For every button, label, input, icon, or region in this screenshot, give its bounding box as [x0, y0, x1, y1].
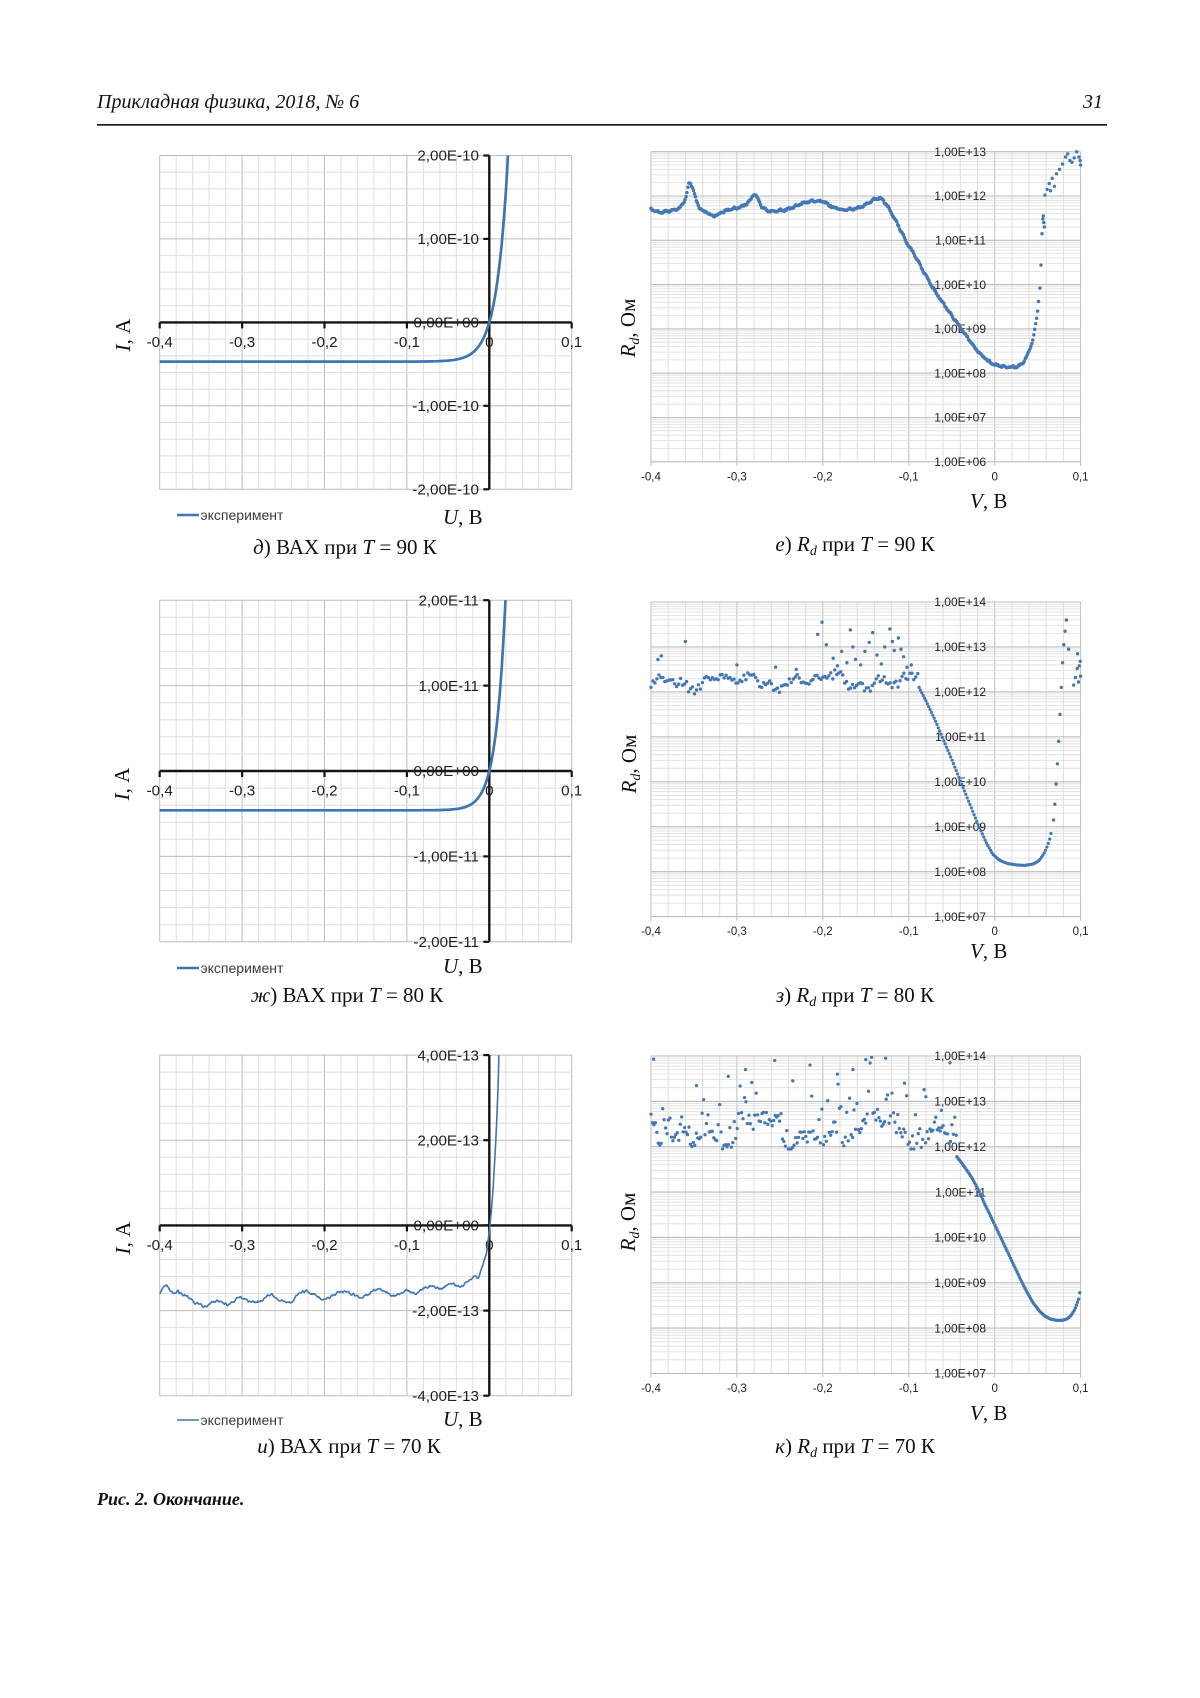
svg-text:U, В: U, В [443, 1407, 483, 1431]
svg-text:-0,3: -0,3 [229, 783, 255, 800]
svg-text:и) ВАХ при Т = 70 К: и) ВАХ при Т = 70 К [257, 1434, 442, 1458]
svg-text:-0,3: -0,3 [229, 334, 255, 351]
svg-text:1,00E+13: 1,00E+13 [934, 640, 986, 654]
svg-text:0: 0 [991, 1383, 997, 1395]
svg-text:0: 0 [991, 471, 997, 483]
svg-text:I, А: I, А [111, 318, 135, 353]
svg-text:-0,1: -0,1 [899, 1383, 919, 1395]
svg-text:1,00E+07: 1,00E+07 [934, 411, 986, 425]
svg-text:-4,00E-13: -4,00E-13 [412, 1388, 479, 1405]
svg-text:1,00E+06: 1,00E+06 [934, 455, 986, 469]
svg-text:-2,00E-11: -2,00E-11 [413, 934, 479, 951]
svg-text:2,00E-11: 2,00E-11 [418, 592, 479, 609]
svg-text:1,00E-10: 1,00E-10 [417, 231, 479, 248]
svg-text:1,00E+09: 1,00E+09 [934, 820, 986, 834]
svg-text:4,00E-13: 4,00E-13 [417, 1047, 479, 1064]
svg-text:1,00E+11: 1,00E+11 [935, 234, 986, 248]
svg-text:1,00E+07: 1,00E+07 [934, 1367, 986, 1381]
svg-text:1,00E+13: 1,00E+13 [934, 145, 986, 159]
svg-text:-0,3: -0,3 [229, 1237, 255, 1254]
svg-text:Рис. 2. Окончание.: Рис. 2. Окончание. [96, 1489, 244, 1509]
svg-text:1,00E-11: 1,00E-11 [418, 678, 479, 695]
svg-text:эксперимент: эксперимент [201, 960, 285, 976]
svg-text:I, А: I, А [111, 1221, 135, 1256]
svg-text:1,00E+14: 1,00E+14 [934, 1049, 986, 1063]
svg-text:0: 0 [485, 1237, 493, 1254]
svg-text:-1,00E-11: -1,00E-11 [413, 849, 479, 866]
svg-text:1,00E+08: 1,00E+08 [934, 366, 986, 380]
svg-text:2,00E-13: 2,00E-13 [417, 1133, 479, 1150]
svg-text:1,00E+13: 1,00E+13 [934, 1095, 986, 1109]
svg-text:1,00E+12: 1,00E+12 [934, 1140, 986, 1154]
svg-text:1,00E+10: 1,00E+10 [934, 1231, 986, 1245]
svg-text:1,00E+10: 1,00E+10 [934, 278, 986, 292]
svg-text:-0,1: -0,1 [899, 926, 919, 938]
svg-text:-0,4: -0,4 [147, 1237, 173, 1254]
svg-text:1,00E+14: 1,00E+14 [934, 595, 986, 609]
svg-text:Прикладная физика, 2018, № 6: Прикладная физика, 2018, № 6 [96, 91, 359, 113]
svg-text:1,00E+08: 1,00E+08 [934, 1321, 986, 1335]
svg-text:е) Rd при Т = 90 К: е) Rd при Т = 90 К [775, 532, 935, 559]
svg-text:0: 0 [991, 926, 997, 938]
svg-text:I, А: I, А [110, 767, 134, 802]
svg-text:ж) ВАХ при Т = 80 К: ж) ВАХ при Т = 80 К [251, 983, 445, 1007]
svg-text:-0,3: -0,3 [727, 926, 747, 938]
svg-text:Rd, Ом: Rd, Ом [616, 1193, 643, 1253]
svg-text:0,1: 0,1 [561, 783, 582, 800]
svg-text:-2,00E-10: -2,00E-10 [412, 482, 479, 499]
svg-text:-2,00E-13: -2,00E-13 [412, 1303, 479, 1320]
svg-text:-0,4: -0,4 [147, 334, 173, 351]
svg-text:-0,1: -0,1 [899, 471, 919, 483]
svg-text:эксперимент: эксперимент [201, 1412, 285, 1428]
svg-text:1,00E+12: 1,00E+12 [934, 189, 986, 203]
svg-text:к) Rd при Т = 70 К: к) Rd при Т = 70 К [775, 1434, 936, 1461]
svg-text:0: 0 [485, 334, 493, 351]
svg-text:-1,00E-10: -1,00E-10 [412, 398, 479, 415]
svg-text:-0,2: -0,2 [813, 926, 833, 938]
svg-text:1,00E+12: 1,00E+12 [934, 685, 986, 699]
svg-text:1,00E+08: 1,00E+08 [934, 865, 986, 879]
svg-text:эксперимент: эксперимент [201, 507, 285, 523]
svg-text:0: 0 [485, 783, 493, 800]
svg-text:1,00E+09: 1,00E+09 [934, 1276, 986, 1290]
svg-text:Rd, Ом: Rd, Ом [616, 299, 643, 359]
svg-text:1,00E+11: 1,00E+11 [935, 1185, 986, 1199]
svg-text:0,1: 0,1 [1073, 471, 1089, 483]
svg-text:-0,1: -0,1 [394, 1237, 420, 1254]
svg-text:Rd, Ом: Rd, Ом [617, 735, 644, 795]
svg-text:-0,4: -0,4 [641, 1383, 661, 1395]
svg-text:-0,2: -0,2 [813, 1383, 833, 1395]
svg-text:д) ВАХ при Т = 90 К: д) ВАХ при Т = 90 К [253, 535, 438, 559]
svg-text:-0,4: -0,4 [147, 783, 173, 800]
svg-text:2,00E-10: 2,00E-10 [417, 148, 479, 165]
svg-text:-0,1: -0,1 [394, 334, 420, 351]
svg-text:-0,2: -0,2 [311, 783, 337, 800]
svg-text:-0,1: -0,1 [394, 783, 420, 800]
svg-text:0,00E+00: 0,00E+00 [414, 763, 479, 780]
svg-text:1,00E+11: 1,00E+11 [935, 730, 986, 744]
svg-text:V, В: V, В [970, 939, 1007, 963]
svg-text:0,1: 0,1 [1073, 1383, 1089, 1395]
svg-text:0,1: 0,1 [561, 1237, 582, 1254]
svg-text:0,1: 0,1 [561, 334, 582, 351]
svg-text:-0,3: -0,3 [727, 1383, 747, 1395]
svg-text:V, В: V, В [970, 1401, 1007, 1425]
svg-text:31: 31 [1082, 91, 1103, 113]
svg-text:U, В: U, В [443, 954, 483, 978]
svg-text:-0,3: -0,3 [727, 471, 747, 483]
svg-text:U, В: U, В [443, 505, 483, 529]
svg-text:0,00E+00: 0,00E+00 [414, 1218, 479, 1235]
svg-text:0,00E+00: 0,00E+00 [414, 315, 479, 332]
svg-text:-0,2: -0,2 [311, 1237, 337, 1254]
svg-text:-0,4: -0,4 [641, 926, 661, 938]
svg-text:0,1: 0,1 [1073, 926, 1089, 938]
svg-text:-0,2: -0,2 [813, 471, 833, 483]
svg-text:1,00E+07: 1,00E+07 [934, 910, 986, 924]
svg-text:з) Rd при Т = 80 К: з) Rd при Т = 80 К [775, 983, 935, 1010]
svg-text:-0,4: -0,4 [641, 471, 661, 483]
svg-text:-0,2: -0,2 [311, 334, 337, 351]
svg-text:V, В: V, В [970, 489, 1007, 513]
